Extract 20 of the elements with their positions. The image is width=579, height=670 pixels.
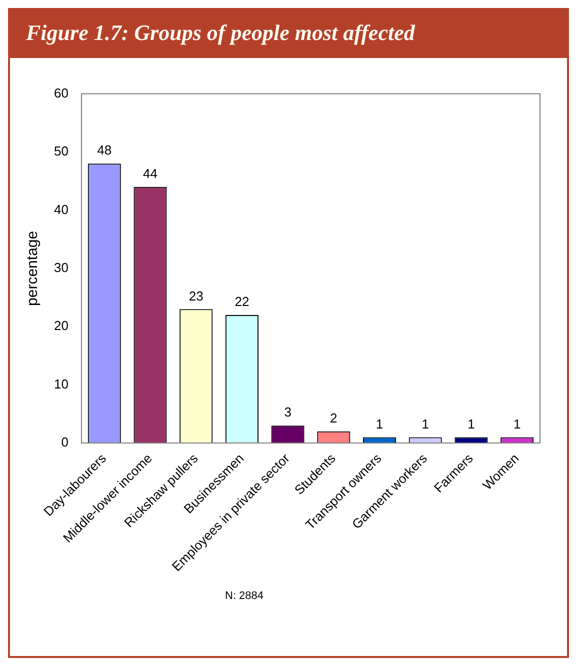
data-label: 3: [284, 404, 292, 420]
data-label: 44: [143, 166, 158, 182]
data-label: 1: [422, 416, 429, 432]
y-tick-label: 0: [61, 434, 68, 450]
data-label: 1: [513, 416, 521, 432]
data-label: 23: [188, 288, 204, 304]
text: N: 2884: [225, 590, 265, 602]
data-label: 2: [330, 410, 338, 426]
chart-title: Figure 1.7: Groups of people most affected: [26, 20, 415, 45]
y-tick-label: 20: [54, 318, 68, 334]
y-tick-label: 60: [54, 85, 68, 100]
data-label: 1: [376, 416, 384, 432]
y-axis-title: percentage: [24, 230, 42, 306]
data-label: 48: [97, 142, 112, 158]
data-label: 1: [468, 416, 475, 432]
y-tick-label: 30: [54, 260, 68, 276]
y-tick-label: 40: [54, 202, 68, 217]
y-tick-label: 50: [54, 144, 68, 159]
y-tick-label: 10: [54, 376, 68, 392]
data-label: 22: [234, 294, 250, 310]
